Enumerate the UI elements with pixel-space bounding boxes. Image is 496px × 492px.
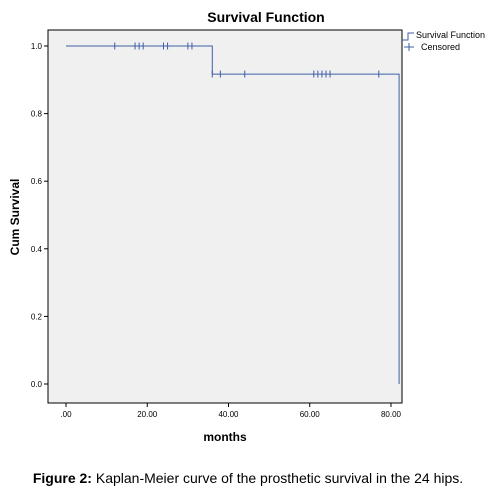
y-tick-label: 1.0 (31, 42, 43, 51)
y-axis: 0.0 0.2 0.4 0.6 0.8 1.0 (31, 42, 48, 389)
x-axis: .00 20.00 40.00 60.00 80.00 (60, 403, 402, 419)
y-tick-label: 0.0 (31, 380, 43, 389)
y-tick-label: 0.6 (31, 177, 43, 186)
legend-censored-label: Censored (421, 42, 460, 52)
figure-caption: Figure 2: Kaplan-Meier curve of the pros… (0, 470, 496, 486)
x-tick-label: 20.00 (137, 410, 158, 419)
x-tick-label: 40.00 (218, 410, 239, 419)
y-tick-label: 0.2 (31, 312, 43, 321)
y-tick-label: 0.8 (31, 110, 43, 119)
x-tick-label: 80.00 (381, 410, 402, 419)
series-layer (66, 42, 400, 384)
chart-title: Survival Function (207, 9, 324, 25)
legend-survival-swatch (402, 32, 414, 41)
plot-area (47, 29, 403, 404)
x-axis-label: months (203, 430, 247, 444)
legend-survival-label: Survival Function (416, 30, 485, 40)
y-axis-label: Cum Survival (8, 179, 22, 256)
y-tick-label: 0.4 (31, 245, 43, 254)
x-tick-label: 60.00 (300, 410, 321, 419)
legend: Survival Function Censored (402, 30, 485, 52)
legend-censored-swatch (404, 43, 414, 51)
caption-text: Kaplan-Meier curve of the prosthetic sur… (91, 470, 464, 486)
caption-label: Figure 2: (32, 470, 92, 486)
x-tick-label: .00 (60, 410, 72, 419)
